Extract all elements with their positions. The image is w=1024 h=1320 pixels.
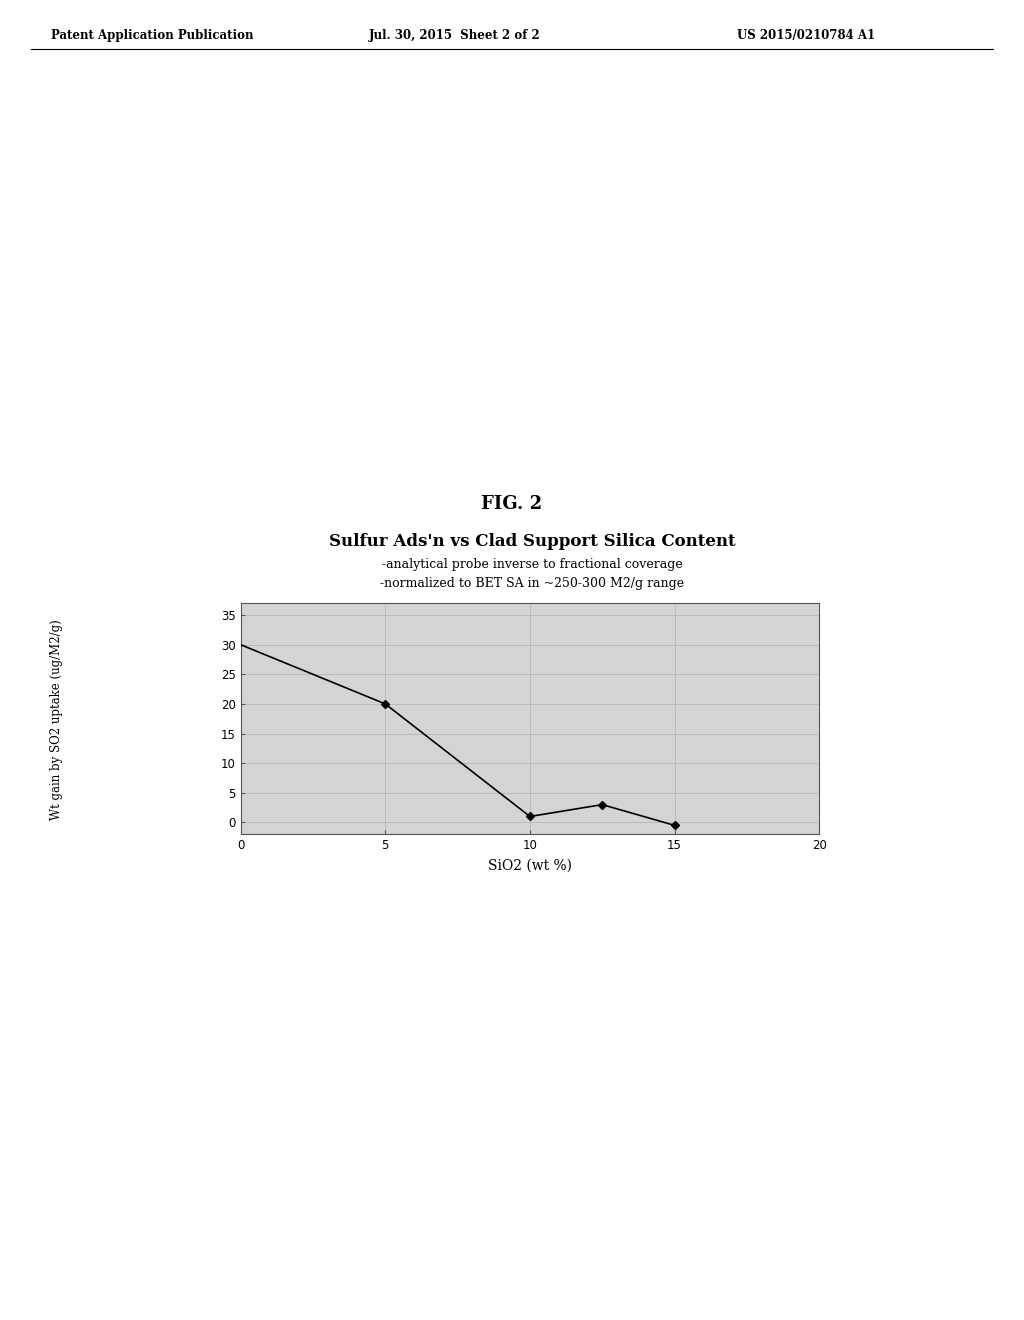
- Text: FIG. 2: FIG. 2: [481, 495, 543, 513]
- Text: Patent Application Publication: Patent Application Publication: [51, 29, 254, 42]
- Text: Sulfur Ads'n vs Clad Support Silica Content: Sulfur Ads'n vs Clad Support Silica Cont…: [329, 533, 736, 549]
- Text: -normalized to BET SA in ~250-300 M2/g range: -normalized to BET SA in ~250-300 M2/g r…: [381, 577, 684, 590]
- X-axis label: SiO2 (wt %): SiO2 (wt %): [487, 859, 572, 873]
- Text: -analytical probe inverse to fractional coverage: -analytical probe inverse to fractional …: [382, 558, 683, 572]
- Text: Jul. 30, 2015  Sheet 2 of 2: Jul. 30, 2015 Sheet 2 of 2: [369, 29, 541, 42]
- Text: Wt gain by SO2 uptake (ug/M2/g): Wt gain by SO2 uptake (ug/M2/g): [50, 619, 62, 820]
- Text: US 2015/0210784 A1: US 2015/0210784 A1: [737, 29, 876, 42]
